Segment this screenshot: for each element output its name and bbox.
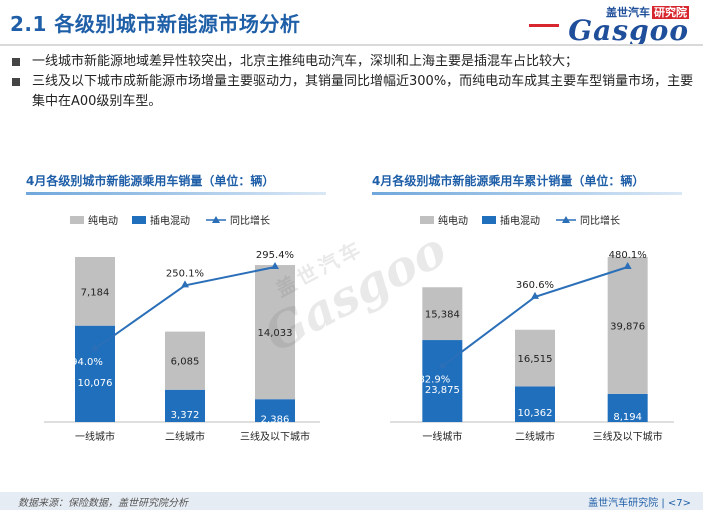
- bar-phev: [607, 393, 648, 422]
- bullet-text: 三线及以下城市成新能源市场增量主要驱动力，其销量同比增幅近300%，而纯电动车成…: [32, 74, 694, 109]
- bar-phev: [165, 389, 205, 422]
- data-label-growth: 94.0%: [71, 357, 103, 368]
- legend-swatch-phev: [132, 216, 146, 224]
- chart-title-rule: [26, 192, 326, 195]
- logo-badge: 研究院: [652, 6, 689, 19]
- legend-swatch-bev: [70, 216, 84, 224]
- bullet-square-icon: [12, 58, 20, 66]
- data-label-phev: 8,194: [613, 412, 642, 423]
- data-label-growth: 480.1%: [609, 250, 647, 261]
- bar-bev: [75, 257, 115, 326]
- data-label-bev: 14,033: [258, 328, 293, 339]
- bullet-text: 一线城市新能源地域差异性较突出，北京主推纯电动汽车，深圳和上海主要是插混车占比较…: [32, 54, 579, 69]
- logo-cn: 盖世汽车: [606, 6, 650, 19]
- legend-swatch-phev: [482, 216, 496, 224]
- bullet-item: 一线城市新能源地域差异性较突出，北京主推纯电动汽车，深圳和上海主要是插混车占比较…: [10, 52, 695, 72]
- bar-phev: [255, 399, 295, 422]
- x-tick-label: 一线城市: [75, 430, 115, 443]
- x-tick-label: 二线城市: [165, 430, 205, 443]
- bar-phev: [422, 340, 463, 422]
- chart-title: 4月各级别城市新能源乘用车累计销量（单位：辆）: [372, 174, 645, 188]
- data-label-growth: 360.6%: [516, 280, 554, 291]
- header-divider: [0, 44, 703, 46]
- legend-label: 插电混动: [500, 214, 540, 227]
- bar-bev: [515, 329, 555, 387]
- footer-source: 数据来源：保险数据，盖世研究院分析: [18, 498, 188, 509]
- growth-point: [531, 291, 539, 299]
- data-label-phev: 3,372: [171, 410, 200, 421]
- data-label-phev: 23,875: [425, 385, 460, 396]
- logo-mark-icon: [529, 24, 559, 27]
- bullet-item: 三线及以下城市成新能源市场增量主要驱动力，其销量同比增幅近300%，而纯电动车成…: [10, 72, 695, 112]
- data-label-bev: 6,085: [171, 357, 200, 368]
- growth-point: [271, 262, 279, 269]
- x-tick-label: 一线城市: [422, 430, 462, 443]
- x-tick-label: 三线及以下城市: [593, 430, 663, 443]
- legend-marker-growth: [212, 216, 220, 223]
- bar-phev: [515, 386, 555, 422]
- legend-label: 纯电动: [88, 214, 118, 227]
- legend-label: 同比增长: [580, 214, 620, 227]
- logo-cn-text: 盖世汽车 研究院: [606, 4, 689, 20]
- chart-cumulative-sales: 纯电动 插电混动 同比增长 15,384 23,875 一线城市 16,515 10,362 二…: [390, 214, 674, 443]
- bullet-square-icon: [12, 78, 20, 86]
- chart-title: 4月各级别城市新能源乘用车销量（单位：辆）: [26, 174, 275, 188]
- footer-bar: 数据来源：保险数据，盖世研究院分析 盖世汽车研究院 | <7>: [0, 492, 703, 510]
- logo-wordmark: Gasgoo: [568, 14, 689, 47]
- x-tick-label: 二线城市: [515, 430, 555, 443]
- bar-bev: [607, 257, 648, 394]
- chart-title-rule: [372, 192, 682, 195]
- bar-bev: [422, 287, 463, 341]
- legend-label: 纯电动: [438, 214, 468, 227]
- chart-monthly-sales: 纯电动 插电混动 同比增长 7,184 10,076 一线城市 6,085 3,372 二线城市…: [44, 214, 320, 443]
- data-label-growth: 295.4%: [256, 250, 294, 261]
- chart-panel-monthly: 4月各级别城市新能源乘用车销量（单位：辆） 纯电动 插电混动 同比增长 7,184 10…: [10, 162, 340, 492]
- legend-label: 插电混动: [150, 214, 190, 227]
- data-label-phev: 2,386: [261, 415, 290, 426]
- footer-page-info: 盖世汽车研究院 | <7>: [588, 498, 691, 509]
- chart-panel-cumulative: 4月各级别城市新能源乘用车累计销量（单位：辆） 纯电动 插电混动 同比增长 15,38…: [356, 162, 694, 492]
- bar-phev: [75, 325, 115, 422]
- page-title: 2.1 各级别城市新能源市场分析: [10, 12, 301, 36]
- growth-point: [91, 343, 99, 351]
- legend-swatch-bev: [420, 216, 434, 224]
- bullet-list: 一线城市新能源地域差异性较突出，北京主推纯电动汽车，深圳和上海主要是插混车占比较…: [10, 52, 695, 112]
- bar-bev: [255, 265, 295, 400]
- data-label-bev: 7,184: [81, 287, 110, 298]
- growth-point: [181, 280, 189, 288]
- legend-marker-growth: [562, 216, 570, 223]
- data-label-bev: 15,384: [425, 310, 460, 321]
- legend-label: 同比增长: [230, 214, 270, 227]
- growth-point: [623, 262, 632, 269]
- data-label-phev: 10,362: [518, 408, 553, 419]
- growth-point: [438, 361, 447, 369]
- data-label-growth: 82.9%: [418, 374, 450, 385]
- data-label-phev: 10,076: [78, 378, 113, 389]
- slide-header: 2.1 各级别城市新能源市场分析 盖世汽车 研究院 Gasgoo: [0, 0, 703, 47]
- data-label-bev: 39,876: [610, 321, 645, 332]
- data-label-growth: 250.1%: [166, 268, 204, 279]
- bar-bev: [165, 331, 205, 390]
- x-tick-label: 三线及以下城市: [240, 430, 310, 443]
- gasgoo-logo: 盖世汽车 研究院 Gasgoo: [519, 4, 689, 47]
- data-label-bev: 16,515: [518, 354, 553, 365]
